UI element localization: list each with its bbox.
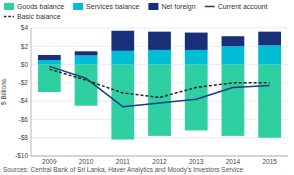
legend-item: Services balance bbox=[73, 3, 139, 10]
bar bbox=[222, 46, 245, 64]
legend-item: Net foreign bbox=[148, 3, 195, 11]
bar bbox=[185, 33, 208, 50]
x-tick-label: 2012 bbox=[152, 158, 167, 165]
y-tick-label: -$10 bbox=[15, 152, 28, 159]
bar bbox=[148, 50, 171, 65]
bar bbox=[111, 31, 134, 51]
x-tick-label: 2013 bbox=[189, 158, 204, 165]
bar bbox=[148, 32, 171, 50]
legend-swatch bbox=[73, 3, 83, 10]
bar bbox=[111, 65, 134, 140]
legend-item: Current account bbox=[205, 3, 268, 10]
y-tick-label: $2 bbox=[21, 43, 29, 50]
legend-label: Net foreign bbox=[161, 3, 195, 11]
bar bbox=[222, 65, 245, 136]
source-note: Sources: Central Bank of Sri Lanka, Have… bbox=[3, 166, 243, 174]
x-axis: 2009 2010 2011 2012 2013 2014 2015 bbox=[42, 158, 277, 165]
y-tick-label: -$2 bbox=[19, 79, 29, 86]
y-axis: -$10 -$8 -$6 -$4 -$2 $0 $2 $4 bbox=[15, 24, 288, 159]
grid-line bbox=[31, 28, 288, 29]
bar bbox=[258, 32, 281, 46]
grid-line bbox=[31, 156, 288, 157]
y-tick-label: $0 bbox=[21, 61, 29, 68]
y-axis-line bbox=[31, 28, 32, 156]
grid-line bbox=[31, 137, 288, 138]
legend-swatch bbox=[4, 16, 14, 18]
legend-label: Services balance bbox=[86, 3, 139, 10]
bar-series bbox=[38, 65, 281, 140]
bar bbox=[185, 50, 208, 65]
line bbox=[49, 66, 269, 106]
y-axis-label: $ Billions bbox=[0, 78, 7, 105]
legend-swatch bbox=[205, 6, 215, 8]
x-tick-label: 2015 bbox=[262, 158, 277, 165]
legend-item: Goods balance bbox=[4, 3, 64, 10]
line bbox=[49, 69, 269, 97]
chart: Goods balance Services balance Net foreign… bbox=[0, 0, 294, 175]
bar bbox=[258, 65, 281, 138]
plot-area bbox=[38, 31, 281, 140]
y-tick-label: -$8 bbox=[19, 134, 29, 141]
x-tick-label: 2010 bbox=[79, 158, 94, 165]
bar bbox=[258, 45, 281, 64]
y-tick-label: -$4 bbox=[19, 97, 29, 104]
bar bbox=[75, 51, 98, 55]
legend-swatch bbox=[4, 3, 14, 10]
bar bbox=[38, 55, 61, 60]
x-tick-label: 2014 bbox=[226, 158, 241, 165]
legend-label: Basic balance bbox=[17, 13, 61, 20]
bar bbox=[148, 65, 171, 136]
bar bbox=[222, 36, 245, 46]
legend-label: Goods balance bbox=[17, 3, 64, 10]
bar bbox=[75, 55, 98, 64]
legend-swatch bbox=[148, 3, 158, 10]
y-tick-label: -$6 bbox=[19, 116, 29, 123]
bar bbox=[38, 60, 61, 65]
y-tick-label: $4 bbox=[21, 24, 29, 31]
legend-label: Current account bbox=[218, 3, 268, 10]
x-tick-label: 2011 bbox=[116, 158, 130, 165]
bar bbox=[111, 51, 134, 65]
x-tick-label: 2009 bbox=[42, 158, 57, 165]
x-axis-line bbox=[31, 156, 288, 157]
legend: Goods balance Services balance Net foreign… bbox=[4, 3, 268, 20]
bar-series bbox=[38, 31, 281, 60]
legend-item: Basic balance bbox=[4, 13, 61, 20]
